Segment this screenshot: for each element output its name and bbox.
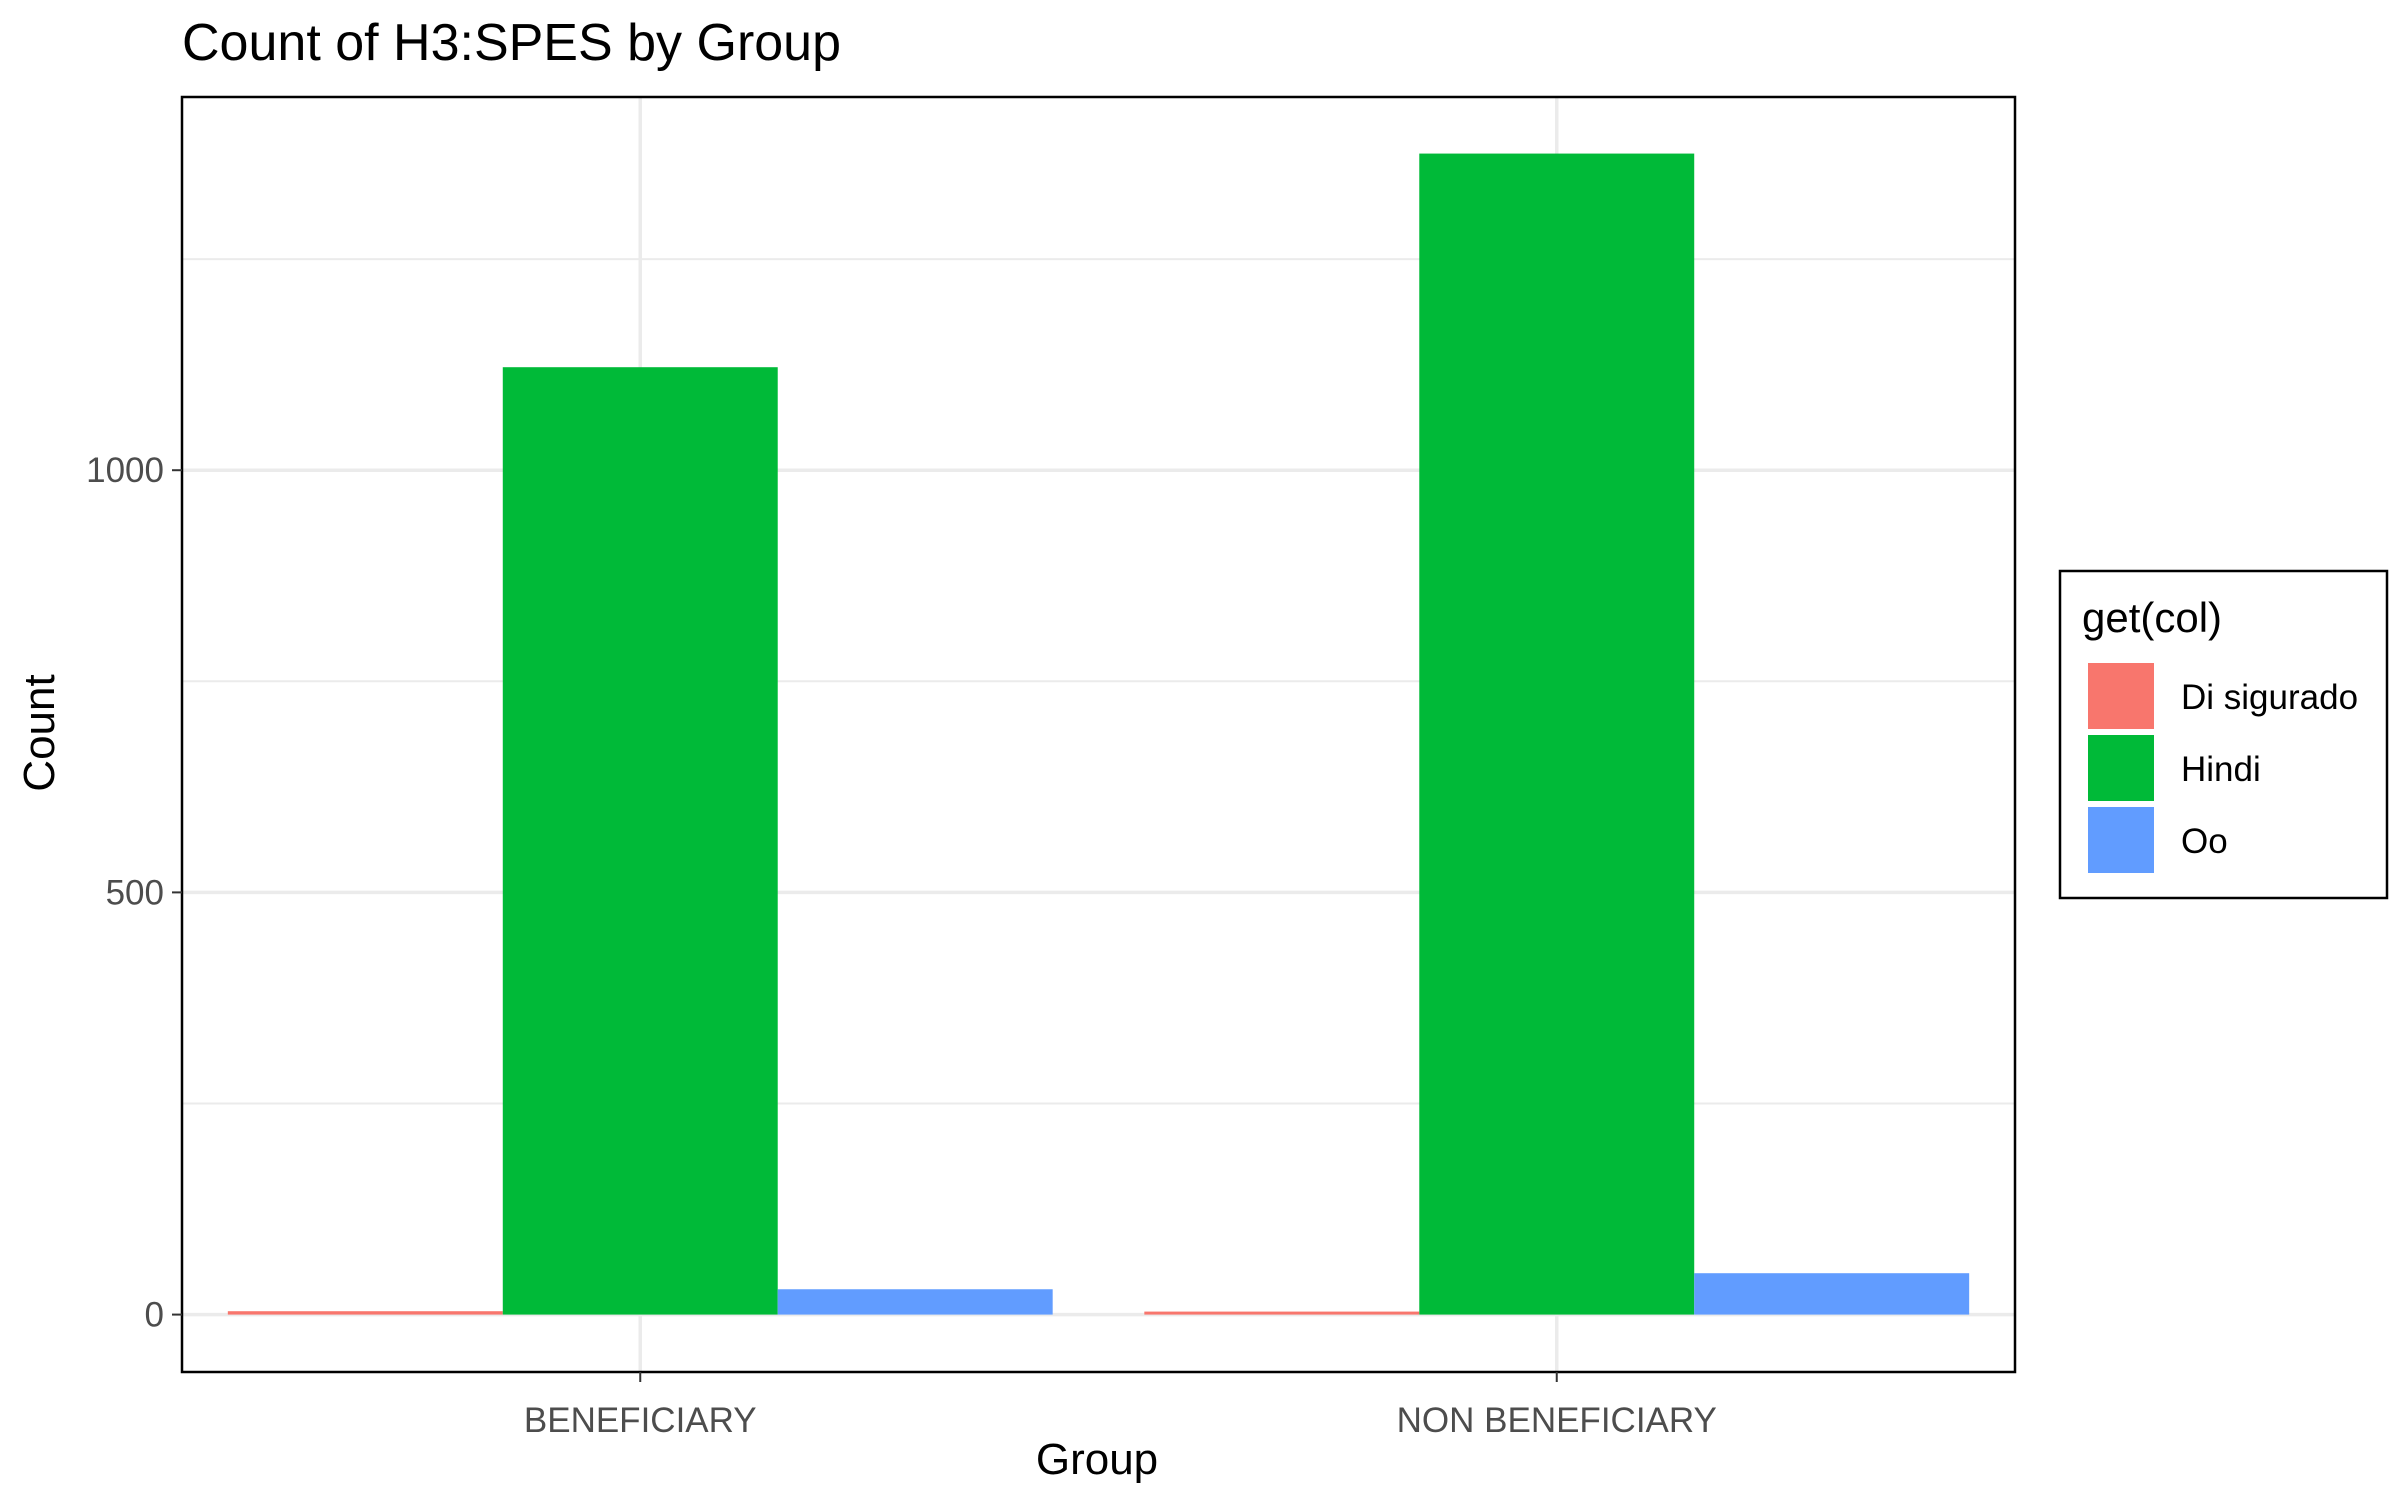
x-tick-label: BENEFICIARY (524, 1401, 757, 1440)
bar-di-sigurado-1 (227, 1311, 503, 1315)
bar-oo-1 (777, 1289, 1053, 1315)
legend-key-oo (2088, 807, 2154, 873)
y-axis-title: Count (15, 674, 64, 791)
x-axis-title: Group (1036, 1435, 1158, 1484)
legend-title: get(col) (2082, 594, 2222, 641)
y-axis-ticks: 0 500 1000 (86, 451, 182, 1335)
legend-key-di-sigurado (2088, 663, 2154, 729)
x-axis-ticks: BENEFICIARY NON BENEFICIARY (524, 1372, 1717, 1440)
plot-panel-border (180, 95, 2017, 1374)
legend-key-hindi (2088, 735, 2154, 801)
y-tick-label: 1000 (86, 451, 164, 490)
legend-box (2058, 569, 2389, 900)
legend-items: Di sigurado Hindi Oo (2088, 663, 2358, 873)
legend-label: Hindi (2181, 750, 2261, 789)
bar-hindi-2 (1419, 153, 1695, 1315)
legend-label: Oo (2181, 822, 2228, 861)
chart-title: Count of H3:SPES by Group (182, 14, 841, 72)
bar-hindi-1 (502, 367, 778, 1315)
y-tick-label: 0 (145, 1296, 164, 1335)
legend: get(col) Di sigurado Hindi Oo (2058, 569, 2389, 900)
y-tick-label: 500 (106, 873, 164, 912)
legend-label: Di sigurado (2181, 678, 2358, 717)
bars (227, 153, 1970, 1315)
bar-oo-2 (1694, 1273, 1970, 1315)
bar-di-sigurado-2 (1144, 1311, 1420, 1315)
x-tick-label: NON BENEFICIARY (1397, 1401, 1717, 1440)
